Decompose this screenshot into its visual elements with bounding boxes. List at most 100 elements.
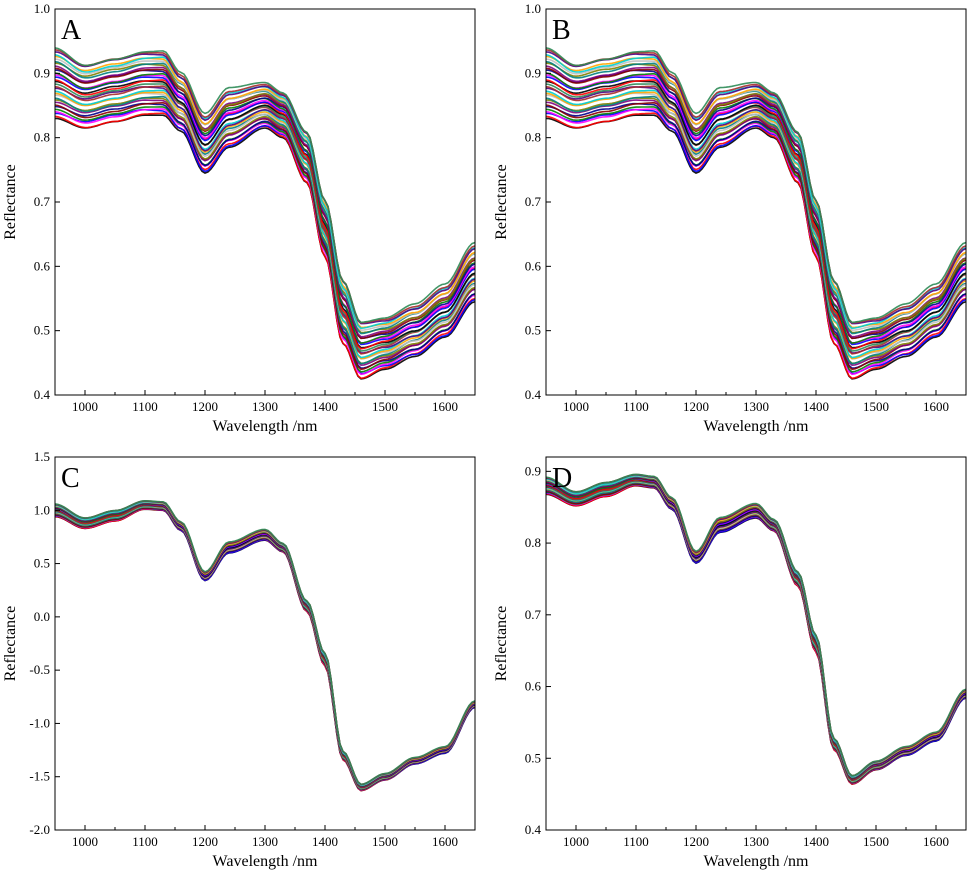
panel-label: B (552, 15, 571, 46)
series-line (546, 62, 966, 334)
series-line (546, 76, 966, 346)
panel-label: D (552, 463, 572, 494)
series-line (55, 58, 475, 332)
y-tick-label: 0.5 (525, 750, 541, 765)
series-line (55, 501, 475, 787)
series-line (55, 83, 475, 352)
x-tick-label: 1200 (683, 399, 709, 414)
y-tick-label: 0.6 (34, 258, 51, 273)
series-line (546, 480, 966, 782)
series-line (55, 500, 475, 786)
y-tick-label: 1.5 (34, 449, 50, 464)
y-axis-title: Reflectance (493, 606, 510, 682)
series-line (55, 504, 475, 789)
series-line (546, 478, 966, 781)
x-tick-label: 1000 (563, 834, 589, 849)
series-line (55, 85, 475, 355)
series-line (546, 47, 966, 324)
series-group (55, 499, 475, 792)
y-tick-label: -0.5 (29, 662, 50, 677)
series-line (546, 108, 966, 375)
series-line (546, 483, 966, 784)
chart-panel-a: 1000 1100 1200 1300 1400 1500 1600 0.4 0.5 0.6 0.7… (2, 1, 476, 435)
series-line (55, 504, 475, 789)
y-tick-label: 0.7 (34, 194, 51, 209)
series-line (546, 85, 966, 355)
x-tick-label: 1500 (372, 399, 398, 414)
y-tick-label: 0.9 (34, 65, 50, 80)
series-line (55, 501, 475, 787)
x-axis-title: Wavelength /nm (704, 418, 809, 435)
y-tick-label: 0.8 (34, 130, 50, 145)
series-line (546, 481, 966, 783)
series-line (55, 500, 475, 786)
y-tick-label: 0.9 (525, 463, 541, 478)
series-line (55, 506, 475, 790)
series-line (55, 506, 475, 791)
series-line (546, 108, 966, 376)
series-line (546, 67, 966, 340)
x-tick-label: 1100 (132, 834, 158, 849)
x-tick-label: 1200 (192, 399, 218, 414)
series-line (55, 500, 475, 786)
x-tick-label: 1600 (923, 834, 949, 849)
series-line (55, 503, 475, 788)
series-line (546, 477, 966, 780)
series-line (546, 482, 966, 784)
y-tick-label: 1.0 (34, 502, 50, 517)
series-line (546, 482, 966, 784)
series-line (55, 507, 475, 791)
y-tick-label: 0.6 (525, 679, 542, 694)
series-line (55, 92, 475, 360)
series-line (55, 502, 475, 787)
x-tick-label: 1000 (72, 834, 98, 849)
series-line (546, 473, 966, 777)
chart-panel-c: 1000 1100 1200 1300 1400 1500 1600 -2.0 -1.5 -1.0… (2, 449, 476, 870)
y-tick-label: 0.5 (34, 323, 50, 338)
x-tick-label: 1600 (923, 399, 949, 414)
series-line (55, 108, 475, 376)
x-axis-title: Wavelength /nm (213, 418, 318, 435)
series-line (546, 92, 966, 360)
y-axis-title: Reflectance (2, 606, 19, 682)
chart-panel-d: 1000 1100 1200 1300 1400 1500 1600 0.4 0.5 0.6 0.7… (493, 456, 967, 870)
x-tick-label: 1400 (312, 399, 338, 414)
series-line (546, 58, 966, 332)
x-tick-label: 1100 (623, 834, 649, 849)
x-tick-label: 1300 (252, 834, 278, 849)
series-line (546, 479, 966, 782)
series-line (546, 479, 966, 781)
series-line (55, 508, 475, 792)
series-line (55, 503, 475, 788)
series-line (546, 482, 966, 783)
series-group (546, 47, 966, 380)
x-tick-label: 1600 (432, 399, 458, 414)
y-tick-label: 0.8 (525, 130, 541, 145)
series-line (55, 91, 475, 360)
series-line (55, 503, 475, 789)
y-tick-label: 0.7 (525, 607, 542, 622)
y-tick-label: 0.8 (525, 535, 541, 550)
y-tick-label: 0.5 (525, 323, 541, 338)
series-line (55, 114, 475, 380)
x-tick-label: 1500 (372, 834, 398, 849)
series-line (55, 507, 475, 791)
series-line (55, 62, 475, 334)
series-line (546, 475, 966, 778)
series-line (546, 474, 966, 778)
series-line (55, 503, 475, 788)
series-line (55, 506, 475, 790)
series-line (546, 484, 966, 785)
y-tick-label: 0.4 (34, 387, 51, 402)
series-line (546, 475, 966, 779)
series-line (546, 91, 966, 360)
series-line (546, 474, 966, 778)
panel-label: C (61, 463, 80, 494)
y-tick-label: -1.5 (29, 769, 50, 784)
series-line (55, 508, 475, 792)
y-tick-label: 0.4 (525, 387, 542, 402)
series-line (55, 505, 475, 790)
series-line (55, 102, 475, 369)
x-tick-label: 1300 (252, 399, 278, 414)
